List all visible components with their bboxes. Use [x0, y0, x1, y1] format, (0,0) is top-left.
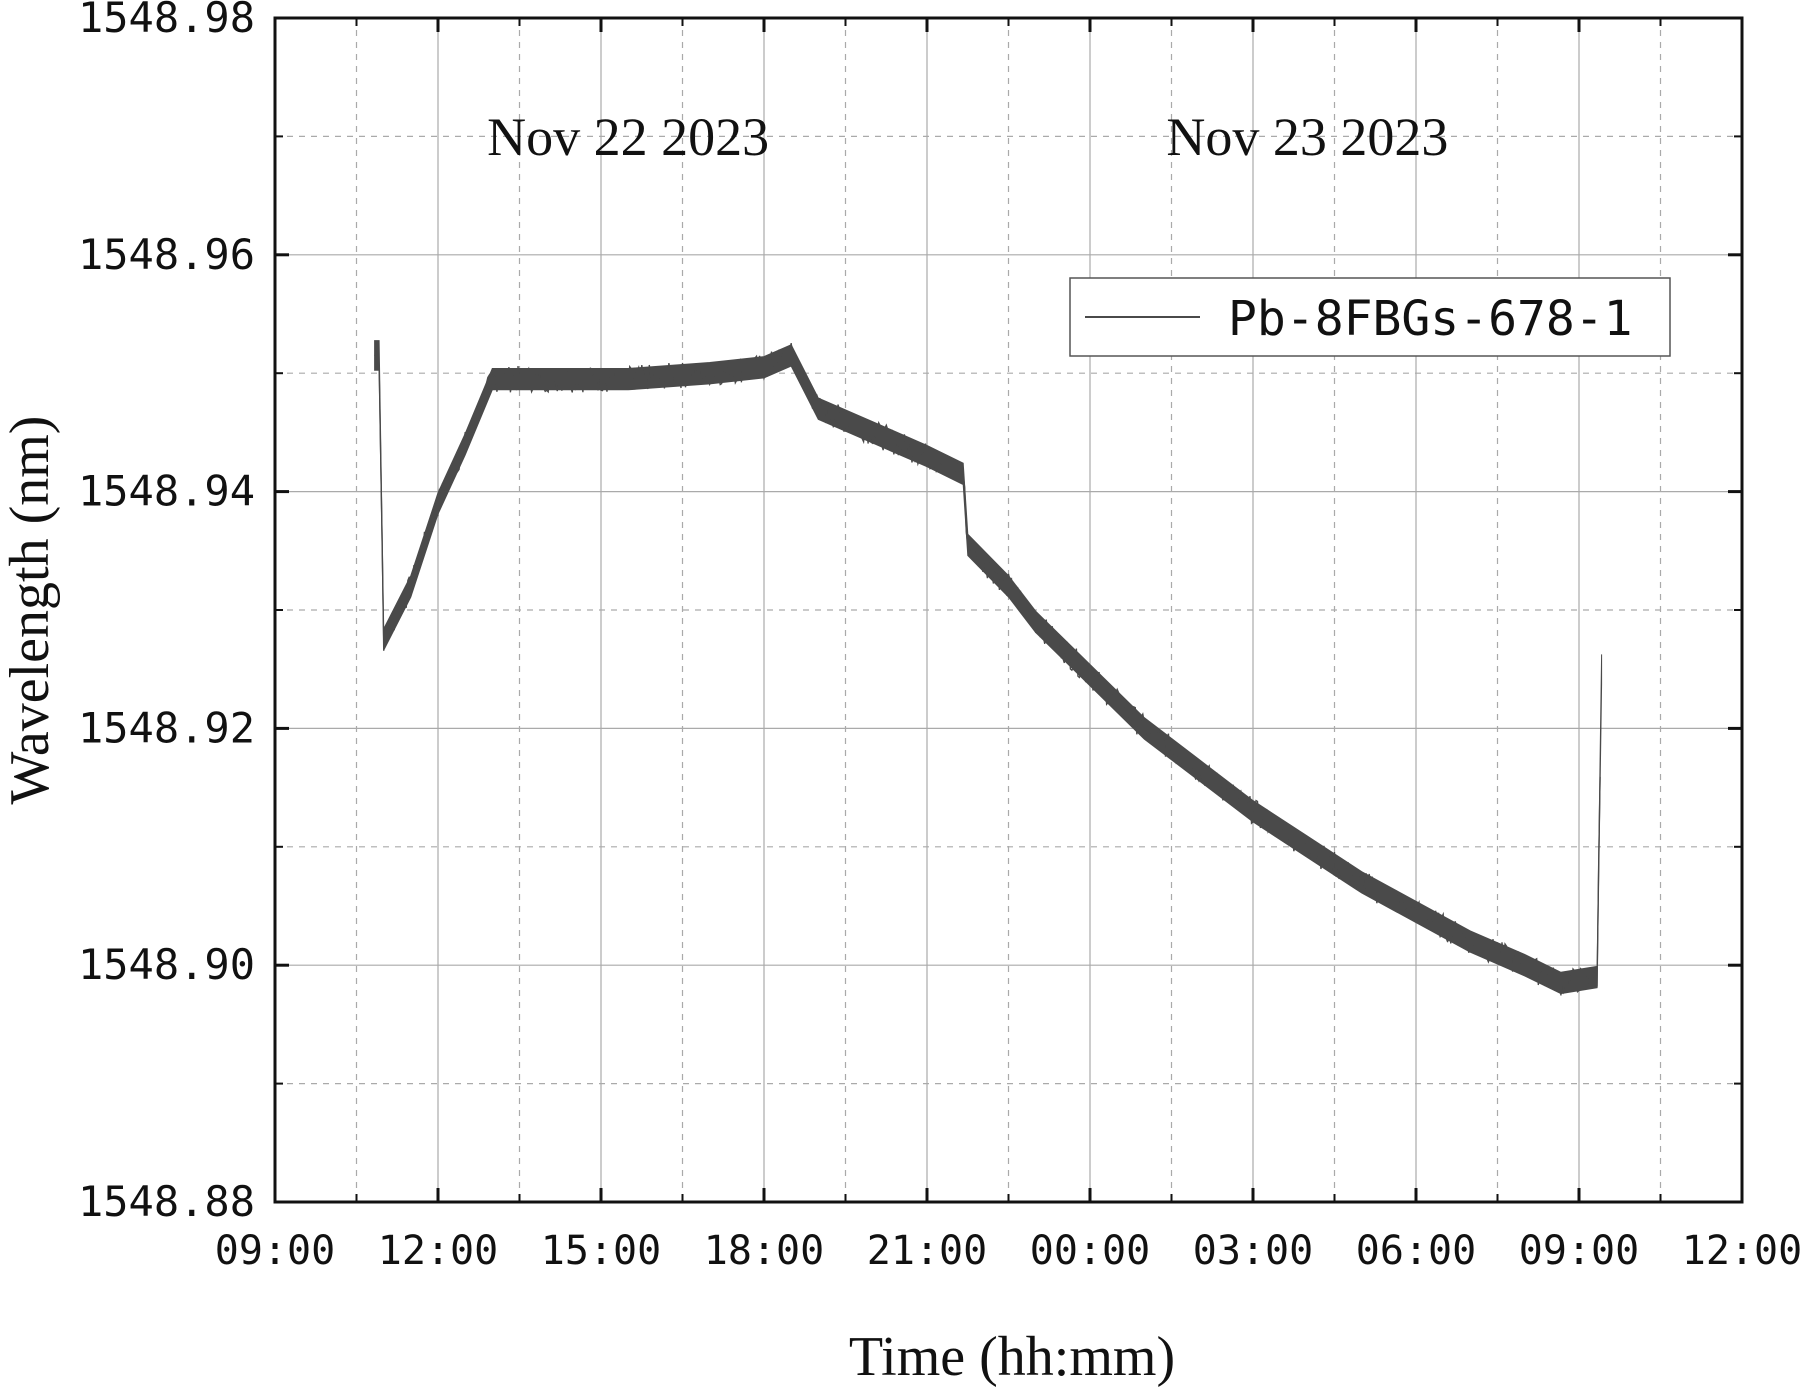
legend-label: Pb-8FBGs-678-1 [1228, 291, 1633, 347]
y-tick-label: 1548.96 [78, 230, 255, 279]
series-band [374, 340, 1603, 995]
annotations: Nov 22 2023 Nov 23 2023 [487, 107, 1448, 167]
y-tick-label: 1548.88 [78, 1177, 255, 1226]
x-tick-label: 06:00 [1356, 1228, 1476, 1274]
x-tick-label: 00:00 [1030, 1228, 1150, 1274]
y-tick-label: 1548.98 [78, 0, 255, 42]
date-annotation: Nov 22 2023 [487, 107, 769, 167]
x-tick-label: 03:00 [1193, 1228, 1313, 1274]
y-tick-labels: 1548.88 1548.90 1548.92 1548.94 1548.96 1548.… [78, 0, 255, 1226]
x-tick-label: 18:00 [704, 1228, 824, 1274]
x-tick-label: 09:00 [215, 1228, 335, 1274]
grid [275, 18, 1742, 1202]
y-axis-title: Wavelength (nm) [0, 416, 61, 805]
series-line [374, 342, 1601, 996]
x-tick-label: 12:00 [378, 1228, 498, 1274]
x-tick-label: 12:00 [1682, 1228, 1802, 1274]
x-tick-label: 15:00 [541, 1228, 661, 1274]
ticks [273, 16, 1744, 1204]
date-annotation: Nov 23 2023 [1166, 107, 1448, 167]
y-tick-label: 1548.90 [78, 940, 255, 989]
x-axis-title: Time (hh:mm) [849, 1326, 1175, 1388]
series-layer [374, 340, 1603, 996]
x-tick-label: 09:00 [1519, 1228, 1639, 1274]
y-tick-label: 1548.92 [78, 703, 255, 752]
legend: Pb-8FBGs-678-1 [1069, 277, 1671, 357]
x-tick-label: 21:00 [867, 1228, 987, 1274]
y-tick-label: 1548.94 [78, 467, 255, 516]
x-tick-labels: 09:00 12:00 15:00 18:00 21:00 00:00 03:00 06:00… [215, 1228, 1802, 1274]
